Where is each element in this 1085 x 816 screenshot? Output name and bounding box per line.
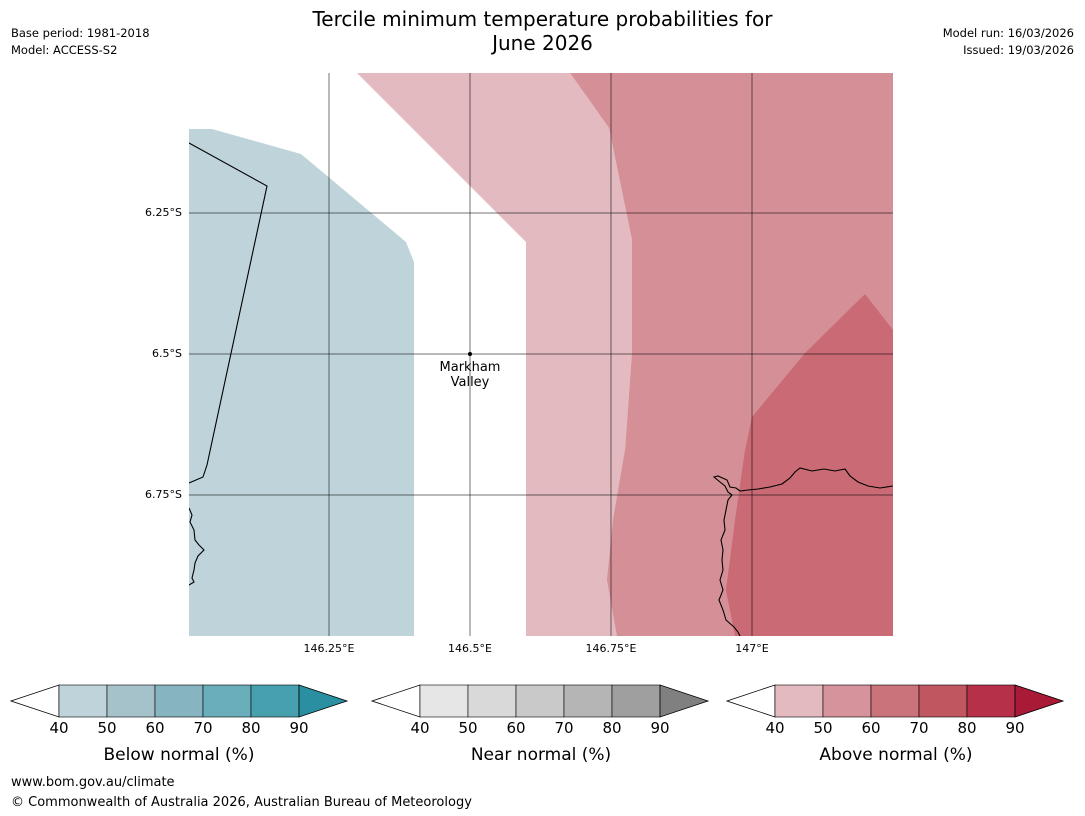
near-colorbar-over-arrow xyxy=(659,684,710,718)
coastline-gulf xyxy=(712,467,893,636)
map-title: Tercile minimum temperature probabilitie… xyxy=(0,7,1085,55)
above-colorbar-band-40 xyxy=(774,684,824,718)
tick-near-70: 70 xyxy=(554,719,574,737)
below-colorbar-band-80 xyxy=(250,684,300,718)
lat-label-675: 6.75°S xyxy=(145,488,182,501)
above-colorbar-under-triangle xyxy=(726,684,776,718)
below-colorbar-band-50 xyxy=(106,684,156,718)
near-colorbar-under-triangle xyxy=(371,684,421,718)
colorbar-near-title: Near normal (%) xyxy=(470,745,612,765)
tick-above-90: 90 xyxy=(1005,719,1025,737)
colorbar-above-graphic xyxy=(726,684,1065,718)
tick-near-90: 90 xyxy=(650,719,670,737)
near-colorbar-band-50 xyxy=(467,684,517,718)
lon-label-14625: 146.25°E xyxy=(303,642,355,655)
below-colorbar-over-arrow xyxy=(298,684,349,718)
above-colorbar-band-60 xyxy=(870,684,920,718)
title-line-1: Tercile minimum temperature probabilitie… xyxy=(312,7,773,31)
coastline-west xyxy=(189,507,205,586)
base-info: Base period: 1981-2018 Model: ACCESS-S2 xyxy=(11,25,150,59)
near-colorbar-band-40 xyxy=(419,684,469,718)
tick-near-60: 60 xyxy=(506,719,526,737)
issued-text: Issued: 19/03/2026 xyxy=(963,43,1074,57)
place-label: Markham Valley xyxy=(420,360,520,390)
colorbar-below-title: Below normal (%) xyxy=(103,745,255,765)
tick-below-90: 90 xyxy=(289,719,309,737)
tick-above-80: 80 xyxy=(957,719,977,737)
colorbar-near-normal xyxy=(371,684,711,720)
below-colorbar-band-60 xyxy=(154,684,204,718)
tick-below-40: 40 xyxy=(49,719,69,737)
province-boundary-line xyxy=(189,142,268,484)
colorbar-above-title: Above normal (%) xyxy=(819,745,973,765)
model-text: Model: ACCESS-S2 xyxy=(11,43,118,57)
colorbar-near-graphic xyxy=(371,684,710,718)
tick-above-70: 70 xyxy=(909,719,929,737)
tick-above-60: 60 xyxy=(861,719,881,737)
tick-below-80: 80 xyxy=(241,719,261,737)
above-colorbar-band-70 xyxy=(918,684,968,718)
website-text: www.bom.gov.au/climate xyxy=(11,775,175,790)
near-colorbar-band-80 xyxy=(611,684,661,718)
below-colorbar-band-70 xyxy=(202,684,252,718)
place-name-line-2: Valley xyxy=(450,375,490,390)
lon-label-1465: 146.5°E xyxy=(448,642,492,655)
below-normal-40-region xyxy=(189,129,414,636)
above-colorbar-band-80 xyxy=(966,684,1016,718)
base-period-text: Base period: 1981-2018 xyxy=(11,26,150,40)
near-colorbar-band-60 xyxy=(515,684,565,718)
below-colorbar-under-triangle xyxy=(10,684,60,718)
above-normal-60-region xyxy=(726,294,893,636)
tick-above-40: 40 xyxy=(765,719,785,737)
above-colorbar-over-arrow xyxy=(1014,684,1065,718)
lat-label-650: 6.5°S xyxy=(152,347,182,360)
tick-above-50: 50 xyxy=(813,719,833,737)
colorbar-below-normal xyxy=(10,684,350,720)
lon-label-147: 147°E xyxy=(735,642,769,655)
tick-below-70: 70 xyxy=(193,719,213,737)
tick-near-50: 50 xyxy=(458,719,478,737)
near-colorbar-band-70 xyxy=(563,684,613,718)
tick-below-60: 60 xyxy=(145,719,165,737)
copyright-text: © Commonwealth of Australia 2026, Austra… xyxy=(11,795,472,810)
map-area xyxy=(189,73,893,636)
tick-near-80: 80 xyxy=(602,719,622,737)
title-line-2: June 2026 xyxy=(492,31,593,55)
run-info: Model run: 16/03/2026 Issued: 19/03/2026 xyxy=(943,25,1074,59)
tick-near-40: 40 xyxy=(410,719,430,737)
colorbar-above-normal xyxy=(726,684,1066,720)
below-colorbar-band-40 xyxy=(58,684,108,718)
place-marker xyxy=(468,352,472,356)
lat-label-625: 6.25°S xyxy=(145,206,182,219)
model-run-text: Model run: 16/03/2026 xyxy=(942,26,1074,40)
graticule xyxy=(189,73,893,636)
above-colorbar-band-50 xyxy=(822,684,872,718)
colorbar-below-graphic xyxy=(10,684,349,718)
place-name-line-1: Markham xyxy=(439,360,501,375)
tick-below-50: 50 xyxy=(97,719,117,737)
lon-label-14675: 146.75°E xyxy=(585,642,637,655)
